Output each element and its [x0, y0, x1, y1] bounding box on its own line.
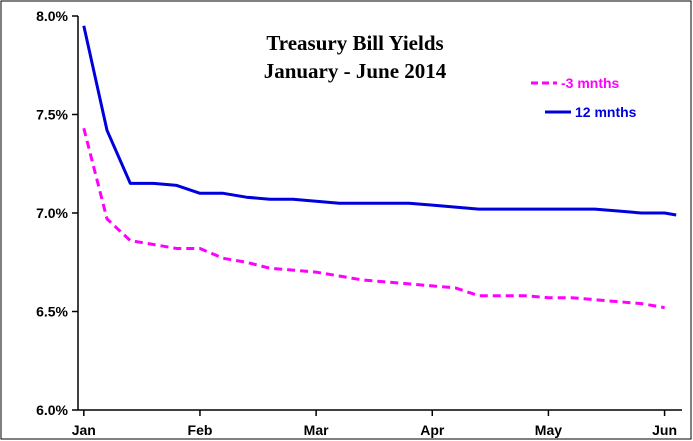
chart-title: Treasury Bill Yields [266, 31, 443, 55]
series-layer [82, 25, 677, 310]
legend-label-12m: 12 mnths [575, 104, 637, 120]
y-tick-label: 6.0% [36, 402, 68, 418]
y-tick-label: 8.0% [36, 8, 68, 24]
y-tick-label: 6.5% [36, 304, 68, 320]
series-line-12m [82, 25, 677, 217]
x-ticks: Jan Feb Mar Apr May Jun [72, 410, 677, 438]
legend: -3 mnths 12 mnths [531, 75, 637, 120]
series-line-3m [82, 127, 665, 310]
x-tick-label: Jun [652, 422, 677, 438]
legend-label-3m: -3 mnths [561, 75, 620, 91]
x-tick-label: Mar [304, 422, 329, 438]
x-tick-label: Jan [72, 422, 96, 438]
chart-subtitle: January - June 2014 [264, 59, 447, 83]
x-tick-label: Apr [420, 422, 445, 438]
y-ticks: 6.0% 6.5% 7.0% 7.5% 8.0% [36, 8, 78, 418]
y-tick-label: 7.0% [36, 205, 68, 221]
x-tick-label: May [535, 422, 562, 438]
legend-item-12m: 12 mnths [545, 104, 637, 120]
y-tick-label: 7.5% [36, 107, 68, 123]
x-tick-label: Feb [188, 422, 213, 438]
legend-item-3m: -3 mnths [531, 75, 620, 91]
